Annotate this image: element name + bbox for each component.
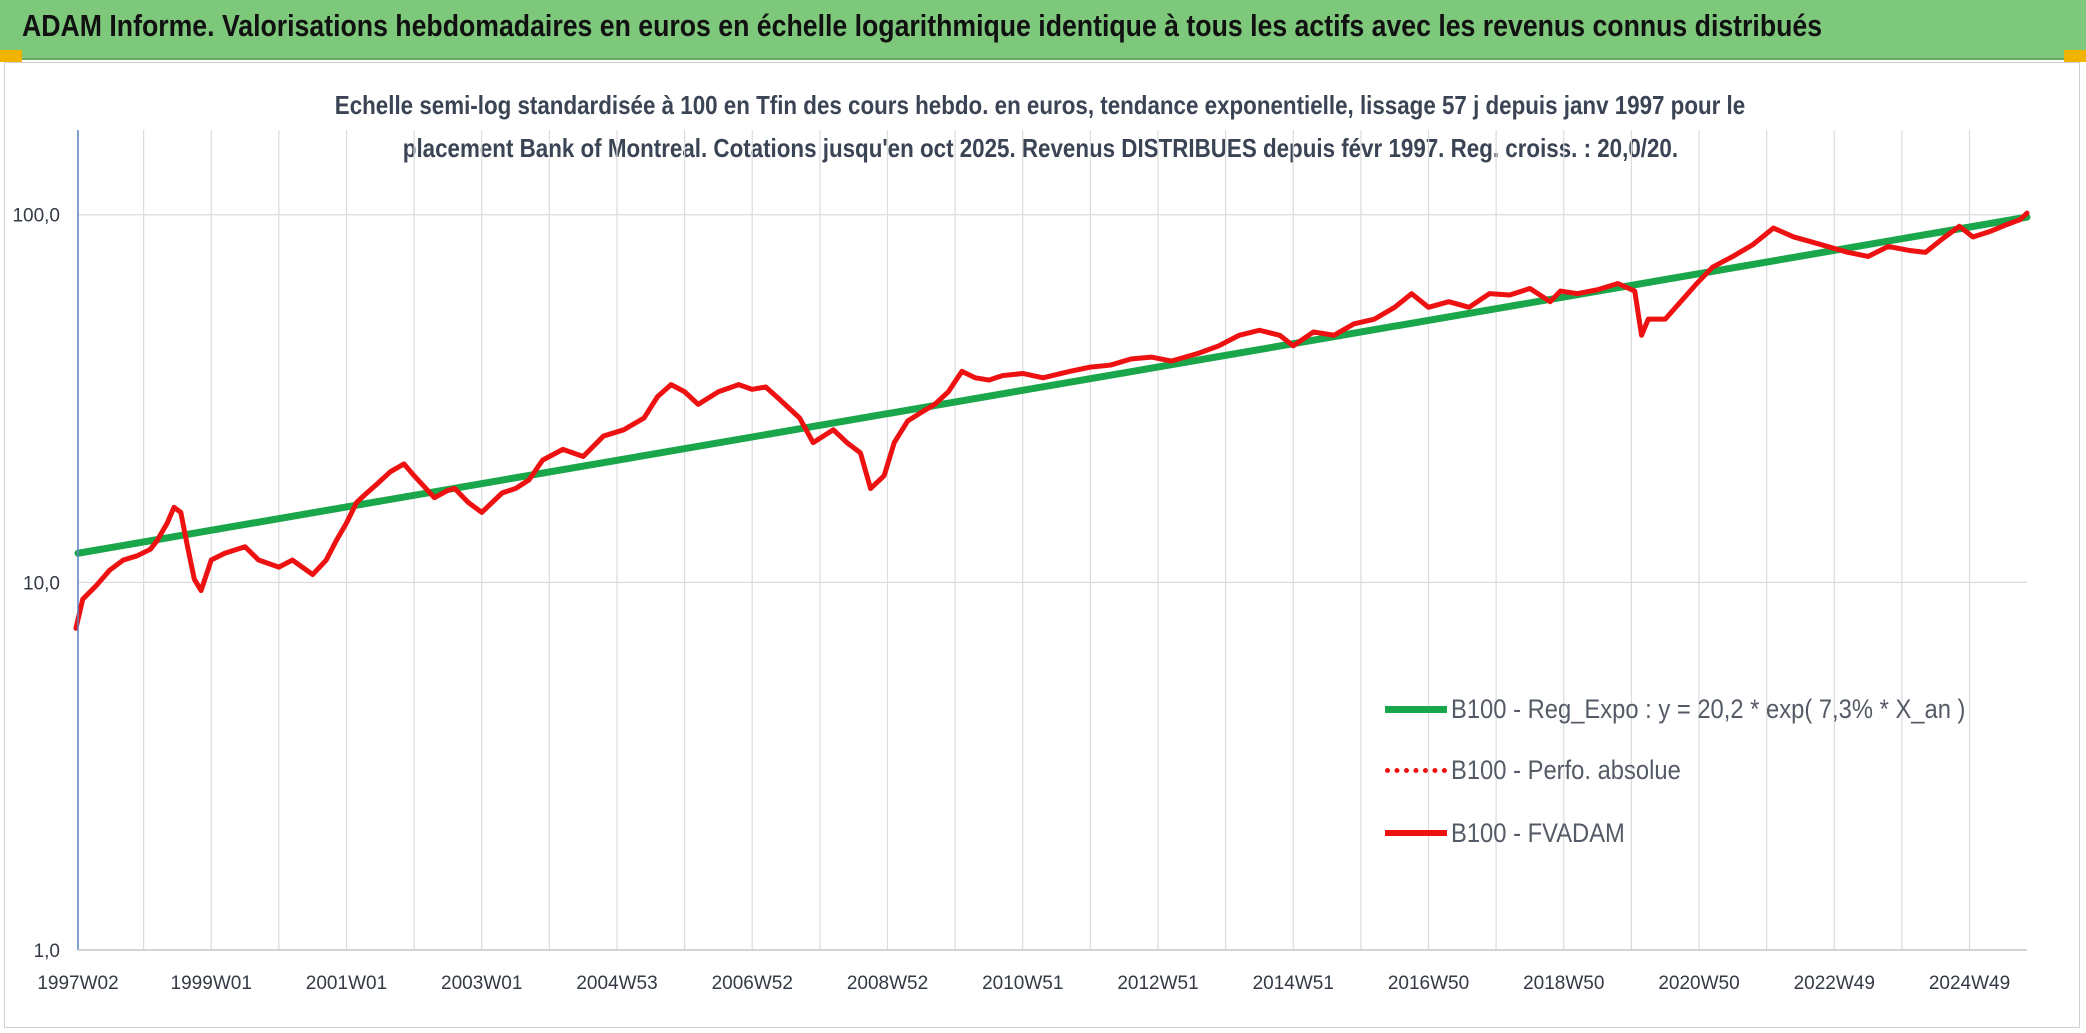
x-tick-label: 2012W51 [1117, 973, 1198, 994]
x-tick-label: 2022W49 [1794, 973, 1875, 994]
x-tick-label: 1997W02 [37, 973, 118, 994]
legend-swatch-perfo [1385, 767, 1447, 773]
x-tick-label: 2004W53 [576, 973, 657, 994]
x-tick-label: 2014W51 [1253, 973, 1334, 994]
series-fvadam-line [73, 210, 2030, 631]
x-tick-label: 2016W50 [1388, 973, 1469, 994]
legend-item-perfo[interactable]: B100 - Perfo. absolue [1385, 753, 1712, 787]
legend-swatch-trend [1385, 705, 1447, 713]
chart-frame [4, 62, 2080, 1028]
report-title: ADAM Informe. Valorisations hebdomadaire… [22, 8, 1823, 43]
x-tick-label: 2006W52 [712, 973, 793, 994]
chart-subtitle-line-2: placement Bank of Montreal. Cotations ju… [180, 133, 1900, 164]
series-trend-line [74, 213, 2031, 557]
legend-item-fvadam[interactable]: B100 - FVADAM [1385, 816, 1649, 850]
series-layer [73, 210, 2031, 631]
x-tick-label: 2020W50 [1658, 973, 1739, 994]
legend-label-perfo: B100 - Perfo. absolue [1451, 754, 1681, 785]
y-tick-label: 1,0 [34, 941, 60, 962]
legend-swatch-fvadam [1385, 830, 1447, 836]
x-tick-label: 2010W51 [982, 973, 1063, 994]
legend-label-trend: B100 - Reg_Expo : y = 20,2 * exp( 7,3% *… [1451, 693, 1966, 724]
grid-layer [77, 130, 2027, 951]
y-tick-label: 10,0 [23, 573, 60, 594]
tick-label-layer: 1,0 10,0 100,0 1997W02 1999W01 2001W01 2003W01… [12, 206, 2010, 994]
x-tick-label: 2001W01 [306, 973, 387, 994]
chart-subtitle-line-1: Echelle semi-log standardisée à 100 en T… [180, 90, 1900, 121]
x-tick-label: 1999W01 [171, 973, 252, 994]
x-tick-label: 2003W01 [441, 973, 522, 994]
chart-subtitle-text-1: Echelle semi-log standardisée à 100 en T… [334, 90, 1746, 120]
x-tick-label: 2018W50 [1523, 973, 1604, 994]
axis-layer [77, 130, 2027, 951]
legend-item-trend[interactable]: B100 - Reg_Expo : y = 20,2 * exp( 7,3% *… [1385, 692, 2036, 726]
x-tick-label: 2008W52 [847, 973, 928, 994]
y-tick-label: 100,0 [12, 206, 60, 227]
legend-label-fvadam: B100 - FVADAM [1451, 817, 1625, 848]
report-banner: ADAM Informe. Valorisations hebdomadaire… [0, 0, 2086, 60]
chart-subtitle-text-2: placement Bank of Montreal. Cotations ju… [402, 133, 1678, 163]
corner-marker-right [2064, 50, 2086, 62]
x-tick-label: 2024W49 [1929, 973, 2010, 994]
corner-marker-left [0, 50, 22, 62]
